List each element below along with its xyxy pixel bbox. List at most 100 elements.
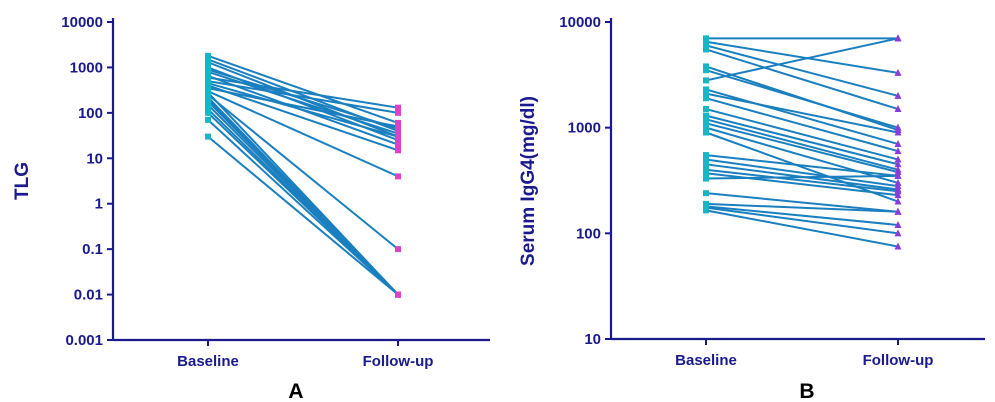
followup-point-9 xyxy=(894,147,902,155)
baseline-point-21 xyxy=(205,116,211,123)
baseline-point-5 xyxy=(703,67,709,74)
baseline-point-17 xyxy=(703,156,709,163)
pair-line-5 xyxy=(705,69,899,129)
baseline-point-15 xyxy=(703,129,709,136)
pair-line-0 xyxy=(207,54,399,124)
pair-line-15 xyxy=(705,131,899,203)
followup-point-12 xyxy=(395,173,401,180)
pair-line-10 xyxy=(705,108,899,161)
baseline-point-19 xyxy=(703,166,709,173)
pair-line-13 xyxy=(705,122,899,174)
y-tick-label-3: 10000 xyxy=(559,14,601,31)
followup-point-5 xyxy=(395,130,401,137)
y-tick-label-5: 100 xyxy=(78,105,103,122)
followup-point-22 xyxy=(395,291,401,298)
pair-line-22 xyxy=(705,192,899,213)
x-tick-label-0: Baseline xyxy=(177,353,239,370)
baseline-point-13 xyxy=(703,120,709,127)
y-axis-label: Serum IgG4(mg/dl) xyxy=(518,96,539,266)
pair-line-25 xyxy=(705,206,899,235)
baseline-point-26 xyxy=(703,207,709,214)
baseline-point-20 xyxy=(205,109,211,116)
y-tick-label-0: 0.001 xyxy=(65,332,103,349)
pair-line-12 xyxy=(207,90,399,178)
baseline-point-6 xyxy=(703,77,709,84)
panel-label-b: B xyxy=(799,380,814,402)
followup-point-24 xyxy=(894,220,902,228)
pair-line-21 xyxy=(207,119,399,296)
baseline-point-4 xyxy=(703,63,709,70)
pair-line-11 xyxy=(705,114,899,166)
followup-point-3 xyxy=(395,137,401,144)
y-tick-label-2: 0.1 xyxy=(82,241,103,258)
pair-line-1 xyxy=(705,40,899,74)
baseline-point-22 xyxy=(205,133,211,140)
pair-line-24 xyxy=(705,205,899,226)
followup-point-14 xyxy=(395,246,401,253)
y-tick-label-1: 0.01 xyxy=(74,287,103,304)
followup-point-7 xyxy=(894,140,902,148)
baseline-point-18 xyxy=(205,101,211,108)
pair-line-7 xyxy=(207,76,399,109)
pair-line-2 xyxy=(705,44,899,97)
followup-point-23 xyxy=(894,207,902,215)
pair-line-7 xyxy=(705,88,899,145)
followup-point-5 xyxy=(894,123,902,131)
pair-line-8 xyxy=(705,92,899,134)
pair-line-9 xyxy=(705,97,899,153)
followup-point-26 xyxy=(894,242,902,250)
baseline-point-8 xyxy=(703,90,709,97)
followup-point-19 xyxy=(894,187,902,195)
baseline-point-2 xyxy=(703,42,709,49)
followup-point-15 xyxy=(894,197,902,205)
baseline-point-9 xyxy=(703,95,709,102)
baseline-point-14 xyxy=(703,124,709,131)
followup-point-11 xyxy=(395,123,401,130)
followup-point-21 xyxy=(894,171,902,179)
followup-point-6 xyxy=(894,34,902,42)
baseline-point-11 xyxy=(205,85,211,92)
baseline-point-11 xyxy=(703,112,709,119)
followup-point-10 xyxy=(395,147,401,154)
pair-line-26 xyxy=(705,209,899,248)
baseline-point-7 xyxy=(205,74,211,81)
followup-point-11 xyxy=(894,160,902,168)
x-tick-label-0: Baseline xyxy=(675,352,737,369)
pair-line-21 xyxy=(705,174,899,180)
baseline-point-16 xyxy=(703,152,709,159)
baseline-point-19 xyxy=(205,106,211,113)
y-tick-label-7: 10000 xyxy=(61,14,103,31)
baseline-point-10 xyxy=(703,106,709,113)
pair-line-11 xyxy=(207,87,399,128)
baseline-point-21 xyxy=(703,175,709,182)
baseline-point-2 xyxy=(205,59,211,66)
pair-line-20 xyxy=(705,172,899,197)
chart-panel-a: 0.001 0.01 0.1 1 10 100 1000 10000 Baseline Follo… xyxy=(12,14,490,370)
pair-line-19 xyxy=(705,168,899,193)
pair-line-4 xyxy=(207,68,399,130)
y-tick-label-0: 10 xyxy=(584,331,601,348)
y-tick-label-2: 1000 xyxy=(568,120,601,137)
pair-line-6 xyxy=(705,37,899,82)
baseline-point-17 xyxy=(205,98,211,105)
baseline-point-3 xyxy=(703,46,709,53)
baseline-point-20 xyxy=(703,170,709,177)
followup-point-10 xyxy=(894,155,902,163)
pair-line-22 xyxy=(207,135,399,296)
pair-line-14 xyxy=(207,94,399,250)
y-tick-label-3: 1 xyxy=(95,196,103,213)
followup-point-25 xyxy=(894,229,902,237)
followup-point-2 xyxy=(894,91,902,99)
pair-line-17 xyxy=(705,158,899,188)
y-tick-label-4: 10 xyxy=(86,150,103,167)
chart-panel-b: 10 100 1000 10000 Baseline Follow-up Serum IgG… xyxy=(518,14,985,369)
followup-point-8 xyxy=(395,109,401,116)
pair-line-16 xyxy=(705,154,899,177)
followup-point-9 xyxy=(395,133,401,140)
baseline-point-0 xyxy=(205,52,211,59)
pair-line-14 xyxy=(705,126,899,184)
baseline-point-12 xyxy=(703,116,709,123)
y-tick-label-1: 100 xyxy=(576,225,601,242)
baseline-point-1 xyxy=(703,38,709,45)
